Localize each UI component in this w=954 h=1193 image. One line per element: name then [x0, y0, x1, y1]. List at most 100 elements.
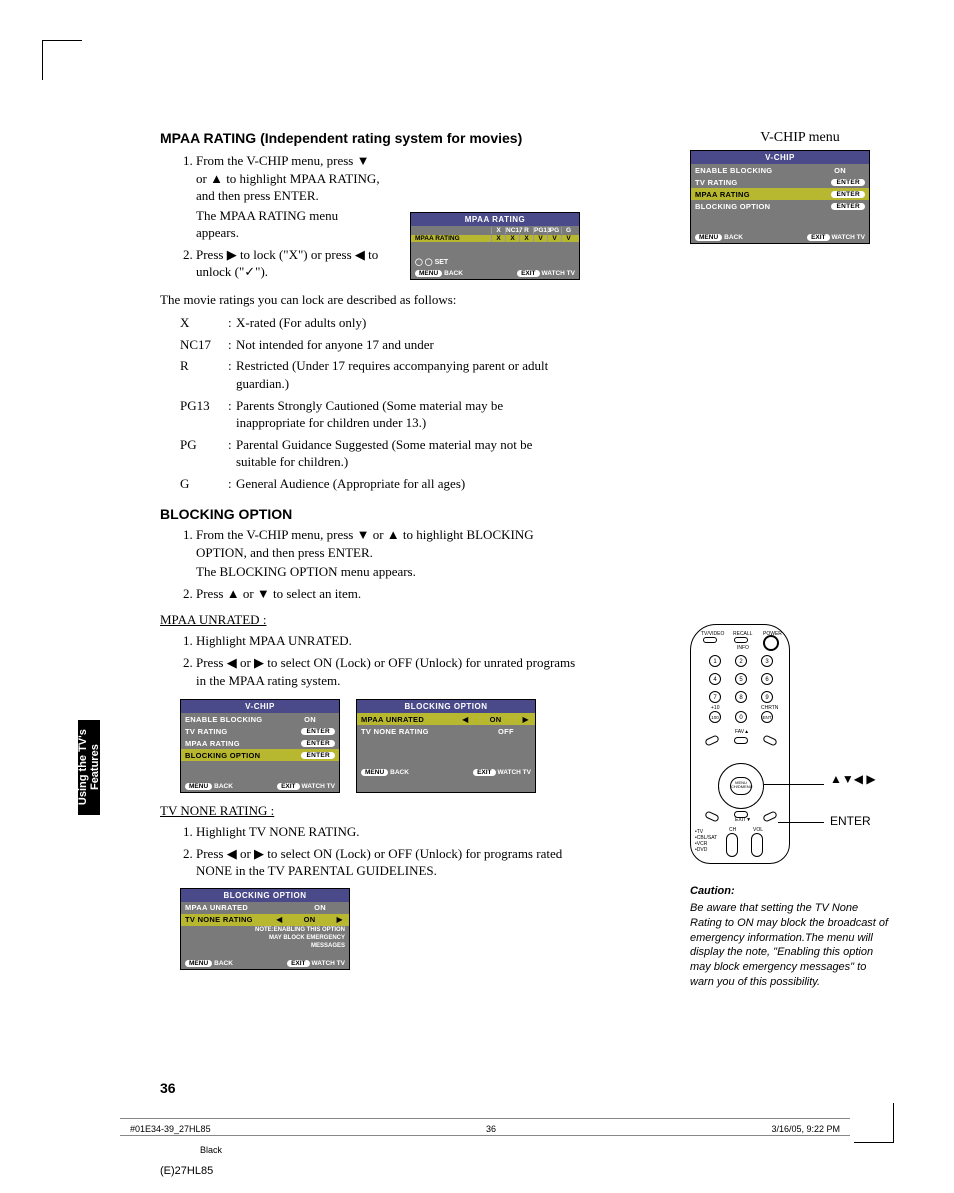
remote-callout-line: [764, 784, 824, 785]
tvnone-step2: Press ◀ or ▶ to select ON (Lock) or OFF …: [196, 845, 580, 880]
osd-row-label: TV RATING: [185, 727, 301, 736]
remote-label-info: INFO: [737, 645, 749, 651]
sidebar-tab: Using the TV'sFeatures: [78, 720, 100, 815]
crop-mark-tl: [42, 40, 82, 80]
ch-rocker[interactable]: [726, 833, 738, 857]
mpaa-step-1: From the V-CHIP menu, press ▼ or ▲ to hi…: [196, 152, 380, 242]
num-6-button[interactable]: 6: [761, 673, 773, 685]
num-7-button[interactable]: 7: [709, 691, 721, 703]
remote-callout-line: [778, 822, 824, 823]
val-5: V: [561, 235, 575, 242]
diag-button-bl[interactable]: [704, 810, 720, 822]
num-3-button[interactable]: 3: [761, 655, 773, 667]
menu-back: BACK: [444, 270, 463, 277]
exit-button[interactable]: [734, 811, 748, 818]
menu-button[interactable]: MENUCH/DMENU: [730, 777, 752, 795]
blocking-step1-sub: The BLOCKING OPTION menu appears.: [196, 563, 580, 581]
remote-label-fav: FAV▲: [735, 729, 749, 735]
caution-head: Caution:: [690, 884, 890, 899]
rating-code: PG: [180, 436, 228, 471]
rating-desc: X-rated (For adults only): [236, 314, 580, 332]
val-0: X: [491, 235, 505, 242]
rating-code: X: [180, 314, 228, 332]
col-pg13: PG13: [533, 227, 547, 234]
rating-code: G: [180, 475, 228, 493]
exit-pill: EXIT: [517, 270, 539, 277]
sidebar-text: Using the TV'sFeatures: [77, 730, 101, 806]
num-0-button[interactable]: 0: [735, 711, 747, 723]
val-1: X: [505, 235, 519, 242]
osd-note: MAY BLOCK EMERGENCY: [181, 934, 349, 942]
remote-diagram: TV/VIDEO RECALL POWER INFO 1 2 3 4 5 6 7…: [690, 624, 910, 864]
menu-pill: MENU: [185, 783, 212, 790]
osd-title: BLOCKING OPTION: [357, 700, 535, 713]
vol-rocker[interactable]: [751, 833, 763, 857]
osd-enter-pill: ENTER: [831, 179, 865, 186]
rating-code: PG13: [180, 397, 228, 432]
rating-desc: Not intended for anyone 17 and under: [236, 336, 580, 354]
num-5-button[interactable]: 5: [735, 673, 747, 685]
page-number: 36: [160, 1080, 176, 1096]
num-8-button[interactable]: 8: [735, 691, 747, 703]
recall-button[interactable]: [734, 637, 748, 643]
mpaa-step-2: Press ▶ to lock ("X") or press ◀ to unlo…: [196, 246, 380, 281]
footer-black: Black: [200, 1145, 222, 1155]
osd-row-label: MPAA RATING: [695, 190, 831, 199]
osd-row-label: MPAA UNRATED: [185, 903, 295, 912]
mpaa-heading-main: MPAA RATING: [160, 130, 256, 146]
num-4-button[interactable]: 4: [709, 673, 721, 685]
vchip-menu-title: V-CHIP menu: [690, 130, 910, 146]
exit-pill: EXIT: [807, 234, 829, 241]
power-button[interactable]: [763, 635, 779, 651]
caution-block: Caution: Be aware that setting the TV No…: [690, 884, 890, 990]
fav-button[interactable]: [734, 737, 748, 744]
unrated-step1: Highlight MPAA UNRATED.: [196, 632, 580, 650]
num-1-button[interactable]: 1: [709, 655, 721, 667]
osd-set: SET: [435, 259, 449, 266]
mpaa-step1-sub: The MPAA RATING menu appears.: [196, 207, 380, 242]
menu-back: BACK: [214, 960, 233, 967]
osd-row-value: ON: [285, 915, 335, 924]
mpaa-unrated-head: MPAA UNRATED :: [160, 612, 580, 628]
menu-pill: MENU: [695, 234, 722, 241]
vchip-menu-osd: V-CHIP ENABLE BLOCKINGON TV RATINGENTER …: [690, 150, 870, 244]
ent-button[interactable]: ENT: [761, 711, 773, 723]
num-100-button[interactable]: 100: [709, 711, 721, 723]
blocking-heading: BLOCKING OPTION: [160, 506, 580, 522]
diag-button-tr[interactable]: [762, 734, 778, 746]
val-3: V: [533, 235, 547, 242]
col-pg: PG: [547, 227, 561, 234]
osd-note: NOTE:ENABLING THIS OPTION: [181, 926, 349, 934]
model-code: (E)27HL85: [160, 1165, 213, 1177]
col-x: X: [491, 227, 505, 234]
osd-note: MESSAGES: [181, 942, 349, 950]
footer-line: #01E34-39_27HL85 36 3/16/05, 9:22 PM: [130, 1124, 840, 1134]
rating-code: NC17: [180, 336, 228, 354]
osd-enter-pill: ENTER: [301, 752, 335, 759]
watch-tv: WATCH TV: [498, 769, 531, 776]
osd-row-label: TV NONE RATING: [361, 727, 481, 736]
footer-folio: 36: [486, 1124, 496, 1134]
osd-enter-pill: ENTER: [301, 728, 335, 735]
tvnone-step1: Highlight TV NONE RATING.: [196, 823, 580, 841]
exit-pill: EXIT: [277, 783, 299, 790]
osd-row-label: MPAA RATING: [415, 235, 491, 242]
menu-back: BACK: [724, 234, 743, 241]
col-r: R: [519, 227, 533, 234]
blocking-step1-text: From the V-CHIP menu, press ▼ or ▲ to hi…: [196, 527, 534, 560]
mpaa-heading-sub: (Independent rating system for movies): [260, 130, 522, 146]
tvvideo-button[interactable]: [703, 637, 717, 643]
mpaa-heading: MPAA RATING (Independent rating system f…: [160, 130, 580, 146]
ratings-intro: The movie ratings you can lock are descr…: [160, 291, 580, 309]
osd-row-label: MPAA UNRATED: [361, 715, 460, 724]
val-2: X: [519, 235, 533, 242]
menu-back: BACK: [390, 769, 409, 776]
diag-button-br[interactable]: [762, 810, 778, 822]
rating-desc: Parental Guidance Suggested (Some materi…: [236, 436, 580, 471]
num-2-button[interactable]: 2: [735, 655, 747, 667]
num-9-button[interactable]: 9: [761, 691, 773, 703]
diag-button-tl[interactable]: [704, 734, 720, 746]
osd-row-label: ENABLE BLOCKING: [185, 715, 285, 724]
osd-enter-pill: ENTER: [831, 203, 865, 210]
vchip-osd-2: V-CHIP ENABLE BLOCKINGON TV RATINGENTER …: [180, 699, 340, 793]
